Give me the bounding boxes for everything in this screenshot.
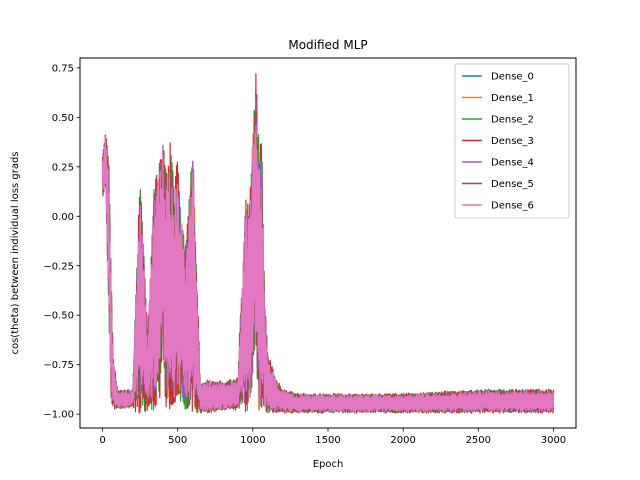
legend-label: Dense_1: [491, 93, 534, 104]
y-tick-label: 0.00: [52, 212, 74, 223]
legend-label: Dense_2: [491, 115, 534, 126]
legend: Dense_0 Dense_1 Dense_2 Dense_3 Dense_4 Dense…: [454, 63, 570, 219]
x-tick-label: 0: [99, 435, 105, 446]
y-tick-label: 0.25: [52, 162, 74, 173]
x-tick-label: 2500: [466, 435, 491, 446]
y-axis-label: cos(theta) between individual loss grads: [10, 151, 21, 354]
y-tick-label: −0.25: [43, 261, 74, 272]
x-axis: 0 500 1000 1500 2000 2500 3000: [99, 428, 566, 446]
legend-label: Dense_4: [491, 158, 534, 169]
legend-box: [454, 63, 570, 219]
x-axis-label: Epoch: [313, 459, 344, 470]
y-tick-label: 0.50: [52, 113, 74, 124]
legend-label: Dense_3: [491, 136, 534, 147]
y-axis: −1.00 −0.75 −0.50 −0.25 0.00 0.25 0.50 0.75: [43, 63, 80, 421]
y-tick-label: −0.50: [43, 311, 74, 322]
x-tick-label: 2000: [390, 435, 415, 446]
x-tick-label: 3000: [541, 435, 566, 446]
y-tick-label: −1.00: [43, 410, 74, 421]
y-tick-label: 0.75: [52, 63, 74, 74]
x-tick-label: 1500: [315, 435, 340, 446]
legend-label: Dense_6: [491, 201, 534, 212]
legend-label: Dense_0: [491, 72, 534, 83]
series-layer: [101, 73, 555, 414]
legend-label: Dense_5: [491, 179, 534, 190]
x-tick-label: 500: [168, 435, 187, 446]
chart-title: Modified MLP: [288, 38, 367, 52]
series-line-dense-6: [101, 125, 555, 413]
y-tick-label: −0.75: [43, 360, 74, 371]
x-tick-label: 1000: [240, 435, 265, 446]
